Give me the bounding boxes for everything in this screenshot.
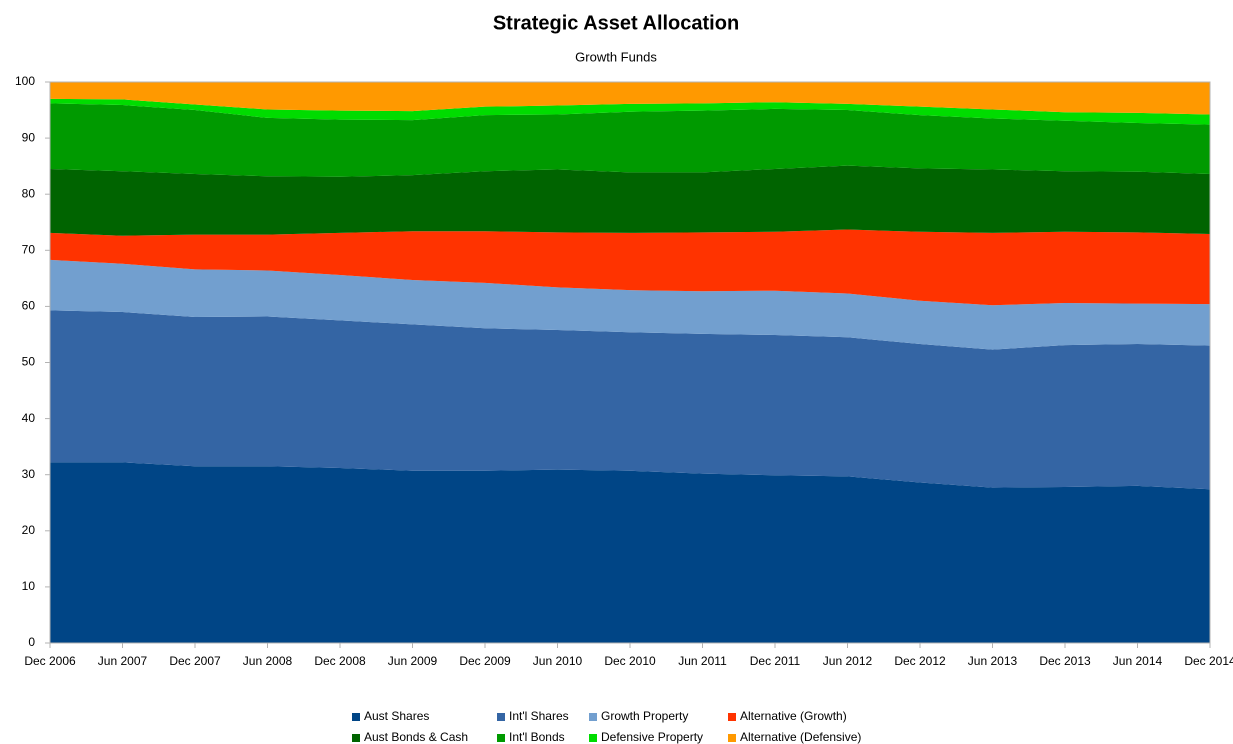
x-tick-label: Dec 2007 <box>169 654 221 668</box>
y-tick-label: 0 <box>28 635 35 649</box>
area <box>50 229 1210 306</box>
y-tick-label: 80 <box>22 186 36 200</box>
x-tick-label: Dec 2008 <box>314 654 366 668</box>
legend-swatch <box>728 734 736 742</box>
legend-swatch <box>728 713 736 721</box>
x-tick-label: Dec 2009 <box>459 654 511 668</box>
legend-swatch <box>589 734 597 742</box>
x-tick-label: Jun 2008 <box>243 654 293 668</box>
y-tick-label: 70 <box>22 242 36 256</box>
area <box>50 103 1210 177</box>
area <box>50 310 1210 490</box>
x-tick-label: Jun 2010 <box>533 654 583 668</box>
area <box>50 98 1210 125</box>
legend-swatch <box>352 734 360 742</box>
chart-title: Strategic Asset Allocation <box>493 12 739 34</box>
area <box>50 82 1210 115</box>
x-tick-label: Dec 2010 <box>604 654 656 668</box>
area <box>50 462 1210 643</box>
area <box>50 165 1210 236</box>
legend-label: Alternative (Growth) <box>740 709 847 723</box>
x-tick-label: Dec 2013 <box>1039 654 1091 668</box>
x-tick-label: Dec 2012 <box>894 654 946 668</box>
legend-label: Int'l Shares <box>509 709 569 723</box>
y-tick-label: 20 <box>22 523 36 537</box>
x-tick-label: Jun 2012 <box>823 654 873 668</box>
x-tick-label: Jun 2013 <box>968 654 1018 668</box>
x-tick-label: Jun 2014 <box>1113 654 1163 668</box>
y-tick-label: 30 <box>22 467 36 481</box>
x-tick-label: Jun 2009 <box>388 654 438 668</box>
legend-label: Alternative (Defensive) <box>740 730 861 744</box>
x-tick-label: Dec 2011 <box>750 654 801 668</box>
legend-swatch <box>497 734 505 742</box>
legend-label: Defensive Property <box>601 730 703 744</box>
y-tick-label: 50 <box>22 355 36 369</box>
y-tick-label: 40 <box>22 411 36 425</box>
x-tick-label: Jun 2007 <box>98 654 148 668</box>
legend-label: Aust Shares <box>364 709 429 723</box>
x-tick-label: Dec 2006 <box>24 654 76 668</box>
x-tick-label: Dec 2014 <box>1184 654 1233 668</box>
y-tick-label: 100 <box>15 74 35 88</box>
legend-label: Aust Bonds & Cash <box>364 730 468 744</box>
area <box>50 259 1210 350</box>
legend-swatch <box>589 713 597 721</box>
y-tick-label: 90 <box>22 130 36 144</box>
chart-subtitle: Growth Funds <box>575 49 657 64</box>
legend-label: Int'l Bonds <box>509 730 565 744</box>
legend-label: Growth Property <box>601 709 688 723</box>
x-tick-label: Jun 2011 <box>678 654 727 668</box>
legend-swatch <box>497 713 505 721</box>
y-tick-label: 10 <box>22 579 36 593</box>
legend-swatch <box>352 713 360 721</box>
y-tick-label: 60 <box>22 299 36 313</box>
